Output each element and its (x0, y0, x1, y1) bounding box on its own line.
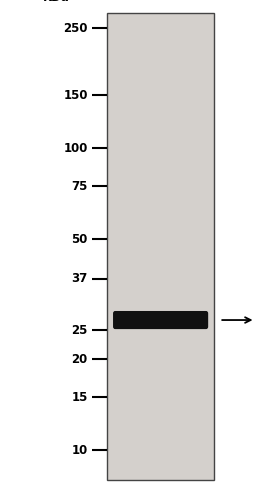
Text: 10: 10 (71, 444, 88, 457)
FancyBboxPatch shape (113, 311, 208, 329)
Text: KDa: KDa (43, 0, 70, 4)
Text: 100: 100 (63, 142, 88, 155)
FancyBboxPatch shape (107, 13, 214, 480)
Text: 15: 15 (71, 390, 88, 404)
Text: 50: 50 (71, 233, 88, 246)
Text: 25: 25 (71, 324, 88, 337)
Text: 75: 75 (71, 180, 88, 193)
Text: 20: 20 (71, 353, 88, 366)
Text: 150: 150 (63, 89, 88, 102)
Text: 250: 250 (63, 21, 88, 35)
Text: 37: 37 (71, 272, 88, 285)
